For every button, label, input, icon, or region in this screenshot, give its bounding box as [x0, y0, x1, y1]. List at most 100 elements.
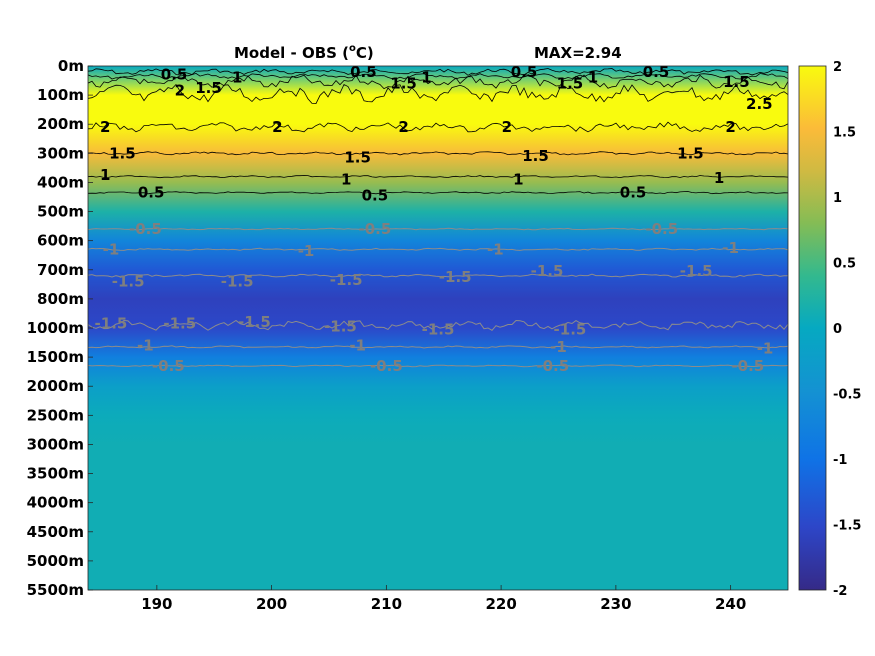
- contour-line: [88, 273, 788, 278]
- y-tick-label: 400m: [37, 173, 84, 191]
- contour-label: -0.5: [645, 220, 678, 238]
- contour-label: -0.5: [370, 357, 403, 375]
- y-tick-label: 5000m: [27, 552, 84, 570]
- x-tick-label: 220: [485, 595, 516, 613]
- contour-label: -1.5: [554, 320, 587, 338]
- contour-label: 0.5: [643, 63, 670, 81]
- contour-label: 0.5: [620, 184, 647, 202]
- y-tick-label: 100m: [37, 86, 84, 104]
- contour-line: [88, 227, 788, 231]
- x-tick-label: 210: [371, 595, 402, 613]
- contour-label: -1: [722, 239, 739, 257]
- contour-label: -0.5: [731, 357, 764, 375]
- contour-label: 1.5: [109, 144, 136, 162]
- contour-label: 1.5: [195, 79, 222, 97]
- contour-label: 1.5: [344, 149, 371, 167]
- contour-label: -1.5: [324, 318, 357, 336]
- colorbar-tick-label: 1.5: [833, 126, 856, 141]
- contour-label: 1: [588, 69, 598, 87]
- y-tick-label: 2000m: [27, 377, 84, 395]
- contour-label: -0.5: [536, 357, 569, 375]
- contour-label: -1.5: [221, 272, 254, 290]
- contour-label: 0.5: [511, 63, 538, 81]
- x-tick-label: 200: [256, 595, 287, 613]
- x-tick-label: 240: [715, 595, 746, 613]
- contour-line: [88, 72, 788, 80]
- max-label: MAX=2.94: [534, 44, 622, 62]
- colorbar-tick-label: -1: [833, 453, 847, 468]
- contour-label: -1: [137, 336, 154, 354]
- contour-label: 1: [714, 169, 724, 187]
- contour-label: 0.5: [350, 63, 377, 81]
- contour-label: -1: [349, 336, 366, 354]
- y-tick-label: 800m: [37, 290, 84, 308]
- contour-line: [88, 151, 788, 156]
- contour-label: 2: [175, 82, 185, 100]
- contour-label: 1: [341, 171, 351, 189]
- contour-label: 1: [232, 69, 242, 87]
- contour-label: 2: [272, 118, 282, 136]
- colorbar: 2 1.5 1 0.5 0 -0.5 -1 -1.5 -2: [798, 60, 861, 599]
- contour-label: 1: [100, 166, 110, 184]
- contour-line: [88, 83, 788, 105]
- y-tick-label: 4500m: [27, 523, 84, 541]
- contour-label: -1.5: [680, 262, 713, 280]
- contour-label: -1.5: [112, 272, 145, 290]
- contour-line: [88, 121, 788, 133]
- contour-label: -0.5: [358, 220, 391, 238]
- y-tick-label: 0m: [58, 57, 84, 75]
- contour-label: 2: [502, 118, 512, 136]
- contour-label: -0.5: [152, 357, 185, 375]
- contour-label: 1.5: [522, 147, 549, 165]
- y-tick-label: 600m: [37, 232, 84, 250]
- chart-title: Model - OBS (oC): [234, 43, 374, 62]
- colorbar-tick-label: -1.5: [833, 519, 861, 534]
- contour-line: [88, 175, 788, 179]
- colorbar-tick-label: 1: [833, 191, 842, 206]
- contour-label: -1: [487, 240, 504, 258]
- y-tick-label: 1500m: [27, 348, 84, 366]
- contour-label: -1.5: [330, 271, 363, 289]
- y-axis: 0m 100m 200m 300m 400m 500m 600m 700m 800m 1000m 1…: [27, 57, 93, 599]
- contour-line: [88, 247, 788, 251]
- contour-label: -1.5: [163, 315, 196, 333]
- contour-label: 0.5: [138, 184, 165, 202]
- colorbar-scale: [798, 65, 827, 591]
- y-tick-label: 1000m: [27, 319, 84, 337]
- contour-label: 1: [421, 69, 431, 87]
- x-axis: 190 200 210 220 230 240: [141, 585, 746, 613]
- contour-label: 2: [100, 118, 110, 136]
- contour-label: -1.5: [238, 313, 271, 331]
- colorbar-tick-label: -0.5: [833, 388, 861, 403]
- contour-label: 0.5: [161, 66, 188, 84]
- contour-line: [88, 191, 788, 195]
- contour-label: 1.5: [557, 74, 584, 92]
- y-tick-label: 5500m: [27, 581, 84, 599]
- x-tick-label: 230: [600, 595, 631, 613]
- y-tick-label: 700m: [37, 261, 84, 279]
- colorbar-tick-label: 0: [833, 322, 842, 337]
- y-tick-label: 500m: [37, 203, 84, 221]
- y-tick-label: 3000m: [27, 435, 84, 453]
- contour-label: -1: [103, 240, 120, 258]
- contour-label: 2: [398, 118, 408, 136]
- plot-area: 0.52 1.51 0.51.5 1 0.51.5 1 0.51.52.52 2 2 2 21.5 1…: [87, 63, 789, 591]
- y-tick-label: 200m: [37, 115, 84, 133]
- contour-label: -1.5: [95, 315, 128, 333]
- contour-label: -1.5: [439, 268, 472, 286]
- colorbar-ticks: 2 1.5 1 0.5 0 -0.5 -1 -1.5 -2: [833, 60, 861, 599]
- contour-label: -1.5: [531, 262, 564, 280]
- contour-label: 2.5: [746, 95, 773, 113]
- contour-line: [88, 364, 788, 368]
- y-tick-label: 2500m: [27, 406, 84, 424]
- contour-label: 1.5: [677, 144, 704, 162]
- contour-label: 1.5: [723, 73, 750, 91]
- contour-label: -1: [550, 338, 567, 356]
- contour-line: [88, 74, 788, 90]
- colorbar-tick-label: 2: [833, 60, 842, 75]
- colorbar-tick-label: -2: [833, 584, 847, 599]
- y-tick-label: 3500m: [27, 465, 84, 483]
- y-tick-label: 4000m: [27, 494, 84, 512]
- contour-line: [88, 68, 788, 76]
